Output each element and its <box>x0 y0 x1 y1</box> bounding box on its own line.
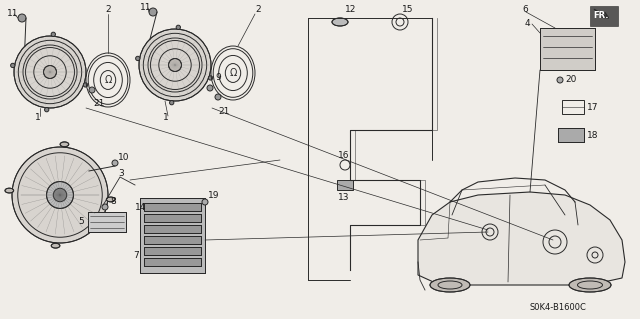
Bar <box>140 198 205 273</box>
Circle shape <box>557 77 563 83</box>
Text: 20: 20 <box>565 76 577 85</box>
Text: 9: 9 <box>215 73 221 83</box>
Circle shape <box>202 199 208 205</box>
Text: 3: 3 <box>118 169 124 179</box>
Text: 16: 16 <box>338 151 349 160</box>
Circle shape <box>139 29 211 101</box>
Text: 11: 11 <box>7 10 19 19</box>
Bar <box>337 180 353 190</box>
Circle shape <box>47 182 74 208</box>
Circle shape <box>168 58 182 71</box>
Bar <box>144 225 201 233</box>
Circle shape <box>89 87 95 93</box>
Text: 18: 18 <box>587 130 598 139</box>
Bar <box>144 203 201 211</box>
Text: Ω: Ω <box>229 68 237 78</box>
Bar <box>144 247 201 255</box>
Text: 7: 7 <box>133 250 139 259</box>
Circle shape <box>14 36 86 108</box>
Circle shape <box>45 108 49 112</box>
Circle shape <box>170 100 174 105</box>
Bar <box>144 236 201 244</box>
Text: 6: 6 <box>522 5 528 14</box>
Bar <box>144 258 201 266</box>
Circle shape <box>149 8 157 16</box>
Text: 5: 5 <box>78 218 84 226</box>
Text: 15: 15 <box>402 5 413 14</box>
Bar <box>540 28 595 70</box>
Circle shape <box>136 56 140 61</box>
Circle shape <box>209 76 212 80</box>
Text: 8: 8 <box>110 197 116 206</box>
Text: 17: 17 <box>587 102 598 112</box>
Circle shape <box>53 188 67 202</box>
Bar <box>144 203 201 211</box>
Text: 19: 19 <box>208 191 220 201</box>
Text: 11: 11 <box>140 4 152 12</box>
Text: 21: 21 <box>93 100 104 108</box>
Bar <box>540 28 595 70</box>
Circle shape <box>83 83 88 87</box>
Ellipse shape <box>569 278 611 292</box>
Text: 4: 4 <box>525 19 531 28</box>
Ellipse shape <box>51 243 60 248</box>
Text: 21: 21 <box>218 108 229 116</box>
Bar <box>144 225 201 233</box>
Circle shape <box>176 25 180 29</box>
Text: 14: 14 <box>135 204 147 212</box>
Bar <box>144 236 201 244</box>
Text: S0K4-B1600C: S0K4-B1600C <box>530 303 587 313</box>
Bar <box>140 198 205 273</box>
Circle shape <box>18 14 26 22</box>
Circle shape <box>12 147 108 243</box>
Bar <box>558 128 584 142</box>
Bar <box>590 6 618 26</box>
Circle shape <box>112 160 118 166</box>
Ellipse shape <box>430 278 470 292</box>
Text: 2: 2 <box>105 5 111 14</box>
Text: 2: 2 <box>255 5 260 14</box>
Text: FR.: FR. <box>593 11 609 20</box>
Ellipse shape <box>332 18 348 26</box>
Ellipse shape <box>106 197 115 202</box>
Text: 10: 10 <box>118 153 129 162</box>
Ellipse shape <box>5 188 13 193</box>
Ellipse shape <box>60 142 68 147</box>
Polygon shape <box>418 192 625 285</box>
Bar <box>88 212 126 232</box>
Circle shape <box>51 32 56 36</box>
Bar <box>562 100 584 114</box>
Text: 12: 12 <box>345 5 356 14</box>
Bar <box>144 214 201 222</box>
Bar <box>144 214 201 222</box>
Text: 13: 13 <box>338 194 349 203</box>
Circle shape <box>44 65 56 78</box>
Bar <box>558 128 584 142</box>
Bar <box>144 258 201 266</box>
Text: 1: 1 <box>163 114 169 122</box>
Circle shape <box>207 85 213 91</box>
Circle shape <box>102 204 108 210</box>
Circle shape <box>11 63 15 68</box>
Circle shape <box>215 94 221 100</box>
Text: 1: 1 <box>35 114 41 122</box>
Text: Ω: Ω <box>104 75 112 85</box>
Bar <box>144 247 201 255</box>
Bar <box>88 212 126 232</box>
